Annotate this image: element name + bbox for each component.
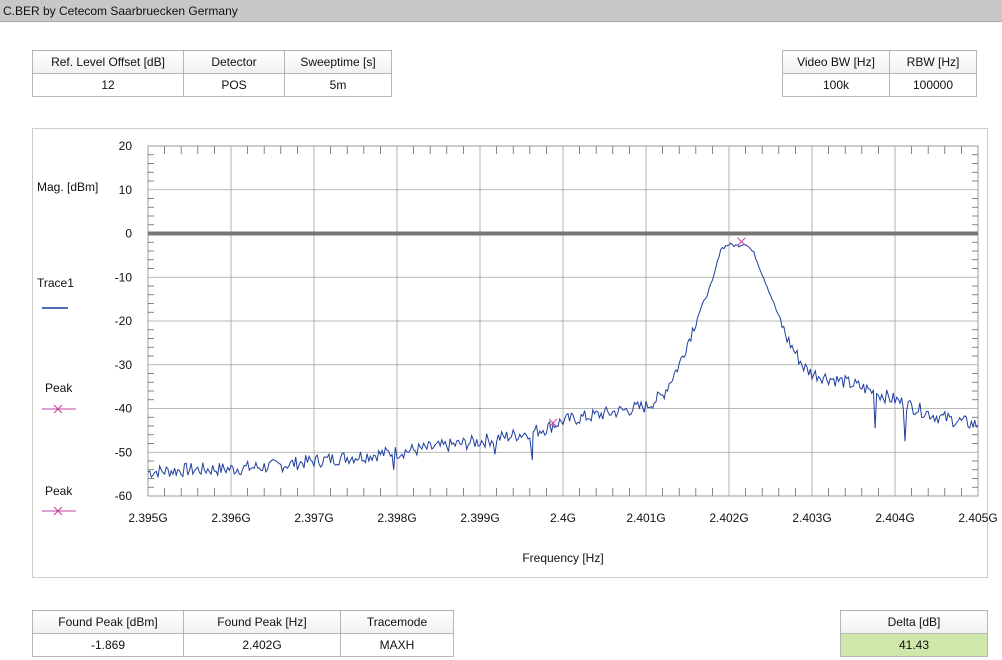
legend-peak1-label: Peak xyxy=(45,381,73,395)
x-tick-label: 2.399G xyxy=(460,511,499,525)
y-tick-label: -60 xyxy=(115,489,133,503)
rbw-value: 100000 xyxy=(889,73,977,97)
trace1-line xyxy=(147,242,979,479)
found-peak-hz-header: Found Peak [Hz] xyxy=(183,610,341,634)
peak-marker-2-b xyxy=(548,418,558,428)
legend-trace1-swatch xyxy=(42,307,68,309)
y-tick-label: 10 xyxy=(119,183,133,197)
found-peak-dbm-value: -1.869 xyxy=(32,633,184,657)
found-peak-dbm-header: Found Peak [dBm] xyxy=(32,610,184,634)
top-params-left-table: Ref. Level Offset [dB] Detector Sweeptim… xyxy=(32,50,392,97)
legend-peak2-cross-b xyxy=(53,506,63,516)
ref-level-offset-header: Ref. Level Offset [dB] xyxy=(32,50,184,74)
x-tick-label: 2.396G xyxy=(211,511,250,525)
legend-peak2-swatch xyxy=(42,506,76,516)
tracemode-header: Tracemode xyxy=(340,610,454,634)
delta-table: Delta [dB] 41.43 xyxy=(840,610,988,657)
legend-peak2-label: Peak xyxy=(45,484,73,498)
x-tick-label: 2.395G xyxy=(128,511,167,525)
rbw-header: RBW [Hz] xyxy=(889,50,977,74)
found-peak-hz-value: 2.402G xyxy=(183,633,341,657)
video-bw-value: 100k xyxy=(782,73,890,97)
x-tick-label: 2.403G xyxy=(792,511,831,525)
y-tick-label: -20 xyxy=(115,314,133,328)
y-tick-label: -10 xyxy=(115,270,133,284)
x-tick-label: 2.402G xyxy=(709,511,748,525)
y-tick-label: 0 xyxy=(125,227,132,241)
legend-trace1-label: Trace1 xyxy=(37,276,74,290)
sweeptime-value: 5m xyxy=(284,73,392,97)
delta-value: 41.43 xyxy=(840,633,988,657)
sweeptime-header: Sweeptime [s] xyxy=(284,50,392,74)
video-bw-header: Video BW [Hz] xyxy=(782,50,890,74)
x-tick-label: 2.4G xyxy=(550,511,576,525)
y-tick-label: -50 xyxy=(115,445,133,459)
window-title: C.BER by Cetecom Saarbruecken Germany xyxy=(0,0,1002,22)
ref-level-offset-value: 12 xyxy=(32,73,184,97)
x-tick-label: 2.401G xyxy=(626,511,665,525)
x-axis-label: Frequency [Hz] xyxy=(522,551,603,565)
peak-marker-1-b xyxy=(737,237,746,247)
x-tick-label: 2.405G xyxy=(958,511,997,525)
spectrum-chart: 2.395G 2.396G 2.397G 2.398G 2.399G 2.4G 2.401G… xyxy=(115,139,998,565)
y-tick-label: -30 xyxy=(115,358,133,372)
y-tick-label: 20 xyxy=(119,139,133,153)
y-axis-label: Mag. [dBm] xyxy=(37,180,99,194)
x-tick-label: 2.397G xyxy=(294,511,333,525)
tracemode-value: MAXH xyxy=(340,633,454,657)
legend-peak1-swatch xyxy=(42,404,76,414)
bottom-params-table: Found Peak [dBm] Found Peak [Hz] Tracemo… xyxy=(32,610,454,657)
delta-header: Delta [dB] xyxy=(840,610,988,634)
detector-value: POS xyxy=(183,73,285,97)
x-tick-label: 2.404G xyxy=(875,511,914,525)
y-tick-label: -40 xyxy=(115,402,133,416)
x-tick-label: 2.398G xyxy=(377,511,416,525)
top-params-right-table: Video BW [Hz] RBW [Hz] 100k 100000 xyxy=(782,50,977,97)
legend-peak1-cross-b xyxy=(53,404,63,414)
